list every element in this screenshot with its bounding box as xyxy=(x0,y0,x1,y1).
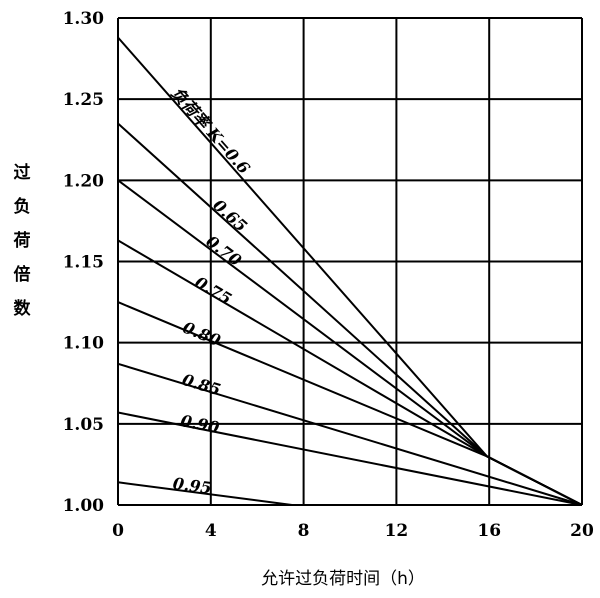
y-tick-label-1: 1.05 xyxy=(63,415,104,435)
series-label-6: 0.90 xyxy=(179,411,221,437)
x-tick-labels: 0 4 8 12 16 20 xyxy=(112,521,594,541)
x-axis-label: 允许过负荷时间（h） xyxy=(261,569,425,589)
y-tick-label-6: 1.30 xyxy=(63,9,105,29)
y-axis-label-char: 过 xyxy=(14,163,31,183)
series-line-6 xyxy=(117,411,583,506)
y-tick-label-4: 1.20 xyxy=(63,171,105,191)
y-tick-label-5: 1.25 xyxy=(63,90,104,110)
y-axis-label-char: 数 xyxy=(14,298,32,319)
series-label-4: 0.80 xyxy=(180,318,223,351)
curves xyxy=(117,36,583,506)
x-tick-label-0: 0 xyxy=(112,521,124,541)
series-line-5 xyxy=(117,362,583,506)
series-label-3: 0.75 xyxy=(192,273,235,309)
y-axis-label-char: 倍 xyxy=(14,264,31,285)
x-tick-label-3: 12 xyxy=(385,521,409,541)
series-label-1: 0.65 xyxy=(209,196,251,236)
series-line-4 xyxy=(117,301,583,506)
x-tick-label-5: 20 xyxy=(570,521,594,541)
y-tick-label-2: 1.10 xyxy=(63,334,105,354)
x-tick-label-4: 16 xyxy=(477,521,501,541)
y-tick-label-3: 1.15 xyxy=(63,253,104,273)
y-tick-labels: 1.00 1.05 1.10 1.15 1.20 1.25 1.30 xyxy=(63,9,105,516)
series-label-2: 0.70 xyxy=(202,232,245,271)
y-tick-label-0: 1.00 xyxy=(63,496,105,516)
series-label-5: 0.85 xyxy=(180,370,223,400)
x-tick-label-2: 8 xyxy=(298,521,310,541)
grid xyxy=(117,17,583,506)
y-axis-label-char: 负 xyxy=(14,196,31,217)
series-label-7: 0.95 xyxy=(172,474,213,498)
y-axis-label-char: 荷 xyxy=(14,230,31,251)
x-tick-label-1: 4 xyxy=(205,521,217,541)
series-line-7 xyxy=(117,481,293,506)
